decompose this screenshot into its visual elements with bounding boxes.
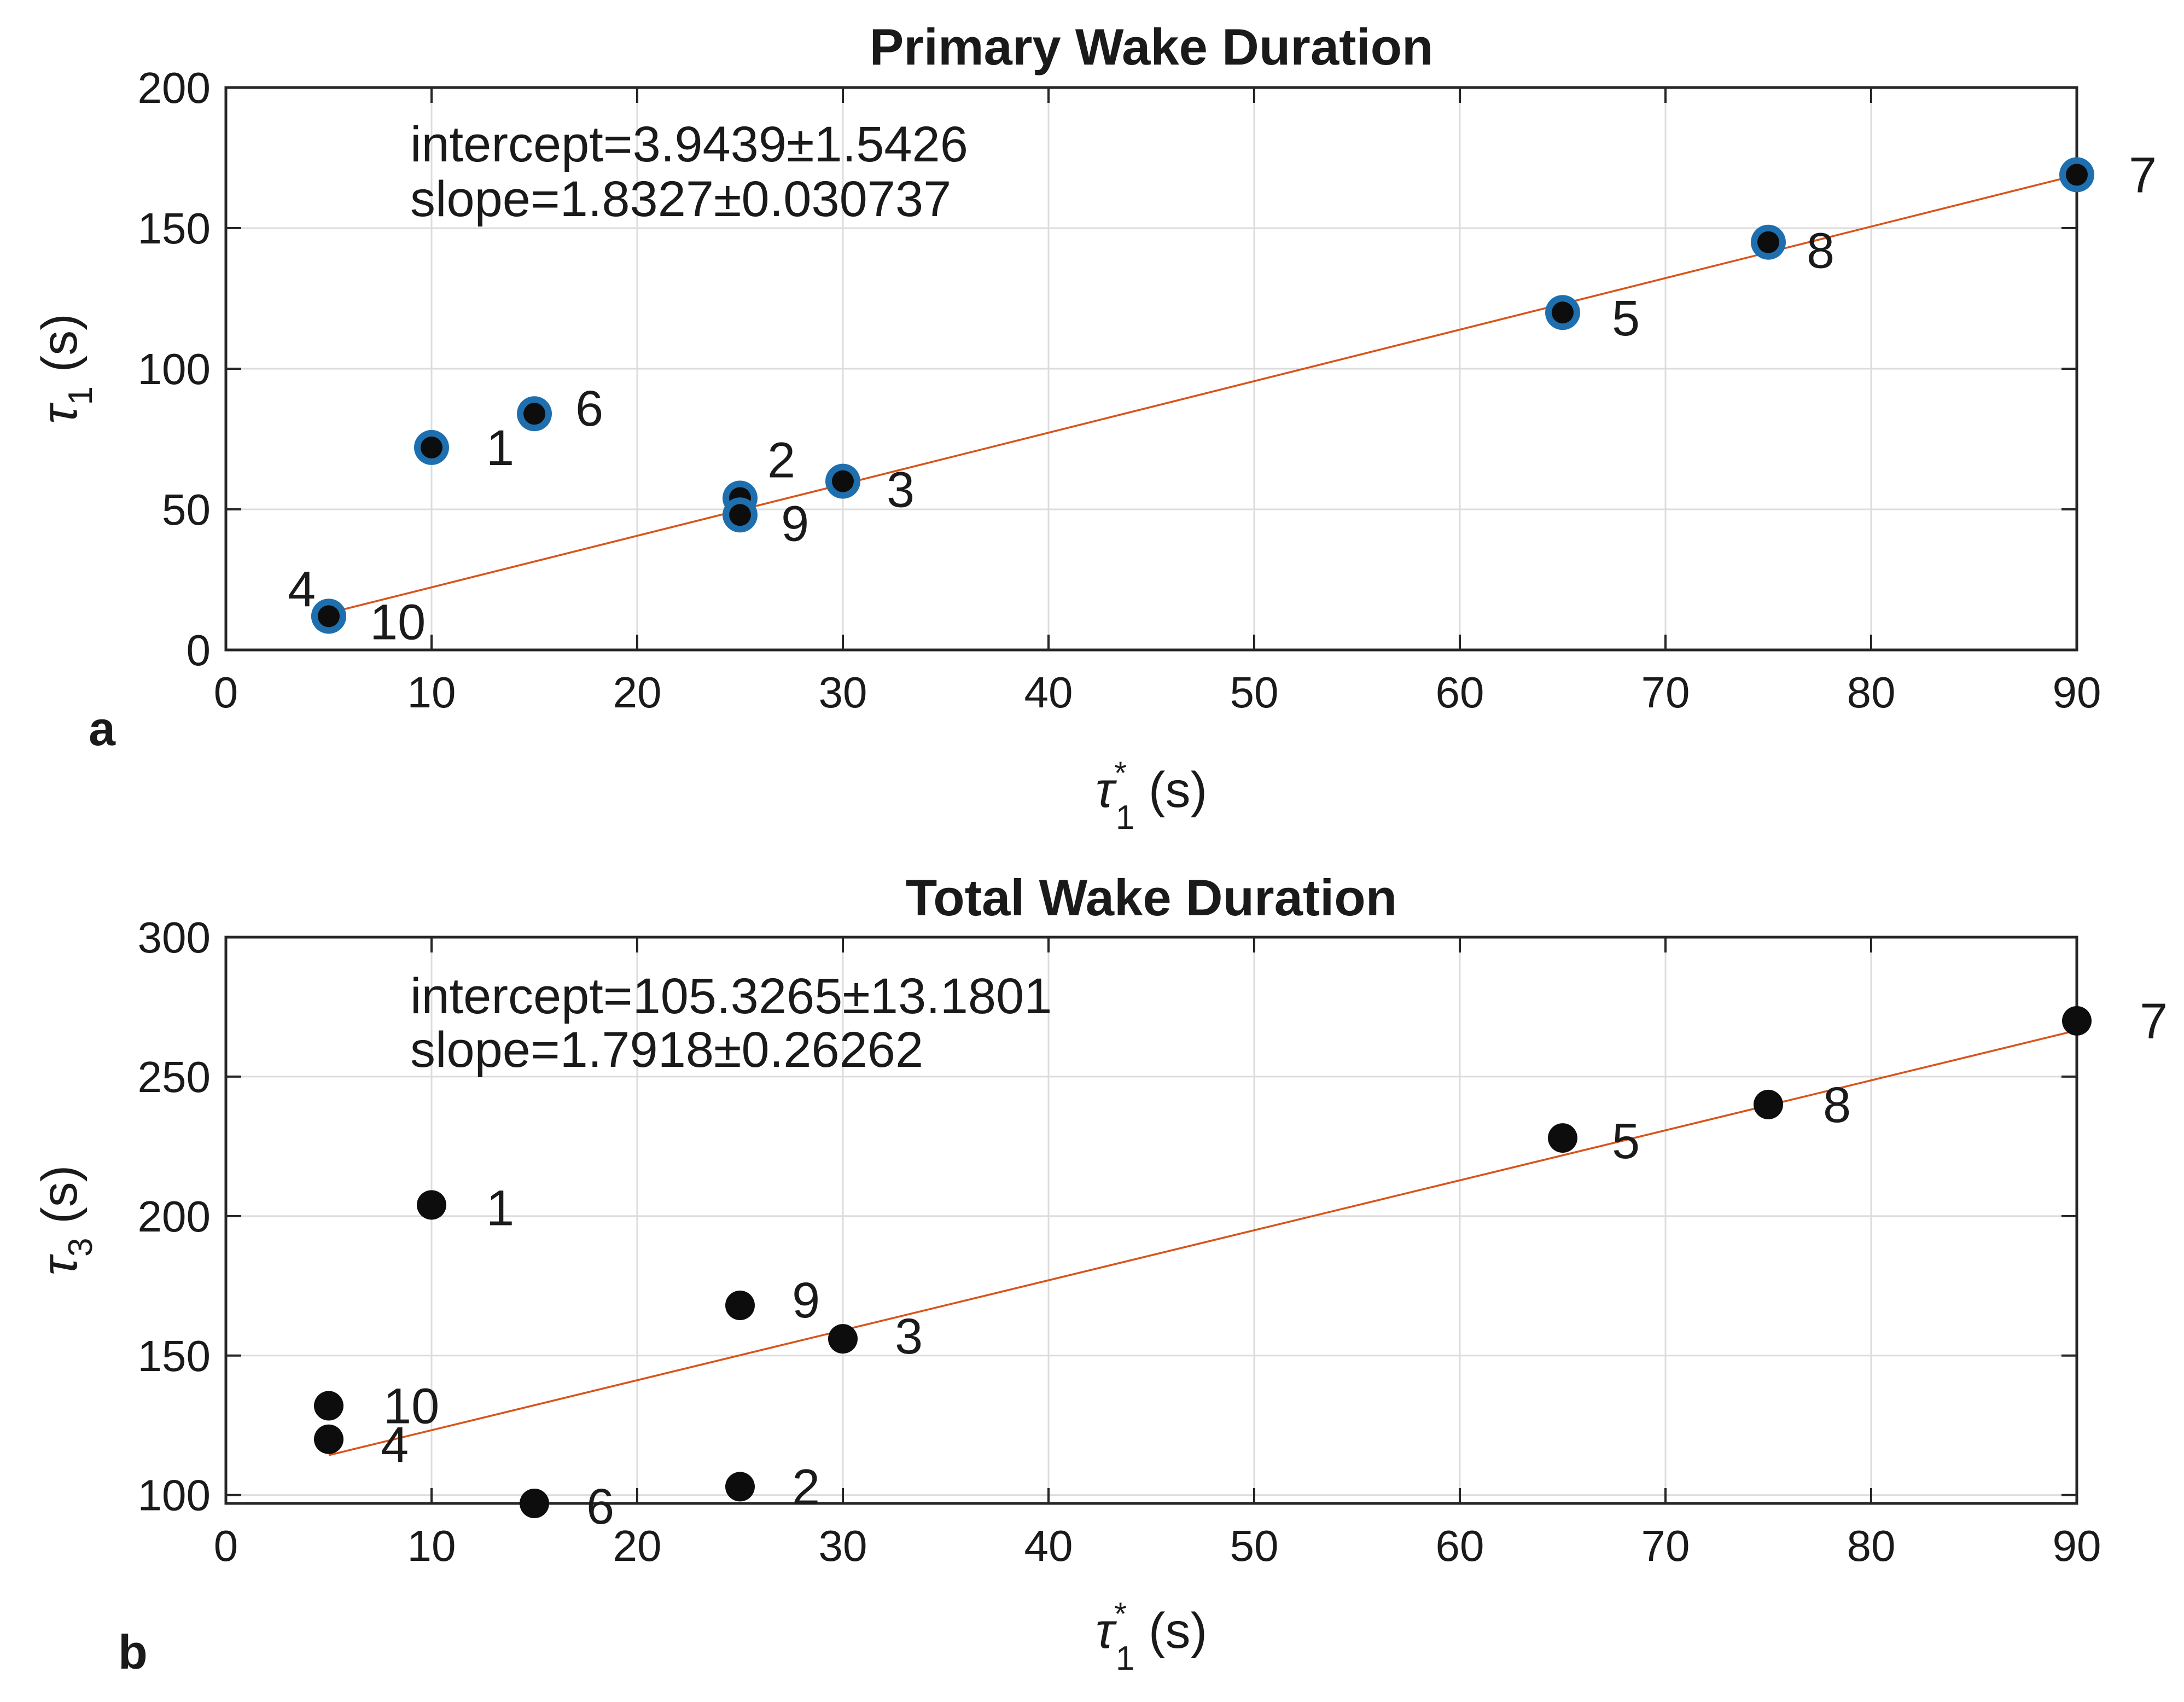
chart-title: Total Wake Duration xyxy=(906,869,1397,926)
panel-letter: a xyxy=(89,701,116,756)
y-tick-label: 250 xyxy=(138,1053,211,1101)
y-tick-label: 50 xyxy=(162,485,211,534)
point-label-2: 2 xyxy=(767,432,795,488)
x-tick-label: 80 xyxy=(1847,1521,1896,1570)
x-tick-label: 40 xyxy=(1024,668,1073,717)
data-point-8 xyxy=(1757,231,1779,253)
data-point-1 xyxy=(417,1190,446,1220)
x-tick-label: 0 xyxy=(214,1521,238,1570)
chart-title: Primary Wake Duration xyxy=(870,18,1434,75)
point-label-4: 4 xyxy=(381,1418,409,1473)
x-tick-label: 30 xyxy=(819,1521,867,1570)
panel-total-wake: 0 10 20 30 40 50 60 70 80 90 100 150 200 250 300 Total … xyxy=(32,869,2168,1679)
data-point-6 xyxy=(520,1489,549,1518)
plot-area xyxy=(226,937,2077,1503)
axes-frame xyxy=(224,936,2078,1505)
panel-letter: b xyxy=(118,1625,148,1679)
x-tick-label: 0 xyxy=(214,668,238,717)
point-label-5: 5 xyxy=(1612,291,1640,346)
fit-line xyxy=(328,174,2077,614)
data-point-7 xyxy=(2062,1006,2092,1036)
data-point-9 xyxy=(729,504,751,526)
y-tick-label: 150 xyxy=(138,1332,211,1380)
panel-primary-wake: 0 10 20 30 40 50 60 70 80 90 0 50 100 150 200 Primary W… xyxy=(32,18,2157,837)
x-tick-label: 90 xyxy=(2053,1521,2101,1570)
point-label-9: 9 xyxy=(792,1273,820,1328)
data-point-6 xyxy=(523,403,545,425)
y-tick-label: 200 xyxy=(138,1192,211,1241)
y-tick-label: 100 xyxy=(138,1471,211,1520)
x-tick-label: 60 xyxy=(1436,668,1484,717)
stats-annotation: intercept=3.9439±1.5426 xyxy=(410,117,968,172)
point-label-3: 3 xyxy=(895,1309,923,1364)
point-label-7: 7 xyxy=(2140,994,2168,1049)
stats-annotation: intercept=105.3265±13.1801 xyxy=(410,968,1052,1024)
data-point-8 xyxy=(1754,1089,1783,1119)
x-tick-label: 10 xyxy=(407,1521,456,1570)
y-tick-label: 100 xyxy=(138,345,211,393)
data-point-2 xyxy=(725,1472,755,1502)
x-tick-label: 50 xyxy=(1230,668,1279,717)
data-point-3 xyxy=(832,470,854,492)
y-tick-label: 0 xyxy=(187,626,211,675)
point-label-4: 4 xyxy=(288,561,316,617)
point-label-2: 2 xyxy=(792,1459,820,1515)
x-tick-label: 80 xyxy=(1847,668,1896,717)
point-label-5: 5 xyxy=(1612,1113,1640,1169)
data-point-4 xyxy=(314,1424,343,1454)
x-tick-label: 90 xyxy=(2053,668,2101,717)
point-label-8: 8 xyxy=(1807,223,1834,279)
y-axis-label: τ1 (s) xyxy=(32,313,100,424)
data-point-1 xyxy=(421,436,442,458)
data-point-5 xyxy=(1548,1123,1577,1153)
data-point-7 xyxy=(2066,164,2088,186)
point-label-6: 6 xyxy=(586,1479,614,1535)
point-label-10: 10 xyxy=(370,594,426,650)
point-label-6: 6 xyxy=(575,381,603,437)
point-label-9: 9 xyxy=(781,496,809,551)
data-point-10 xyxy=(314,1391,343,1421)
data-point-10 xyxy=(318,605,340,628)
x-axis-label: τ* 1 (s) xyxy=(1096,1596,1207,1677)
point-label-10: 10 xyxy=(383,1379,439,1434)
x-tick-label: 40 xyxy=(1024,1521,1073,1570)
point-label-8: 8 xyxy=(1823,1077,1851,1133)
fit-line xyxy=(328,1029,2077,1456)
y-tick-label: 200 xyxy=(138,63,211,112)
y-tick-label: 150 xyxy=(138,204,211,253)
x-tick-label: 70 xyxy=(1641,668,1690,717)
y-tick-label: 300 xyxy=(138,913,211,962)
point-label-7: 7 xyxy=(2129,147,2157,203)
x-tick-label: 30 xyxy=(819,668,867,717)
stats-annotation: slope=1.7918±0.26262 xyxy=(410,1022,923,1078)
x-axis-label: τ* 1 (s) xyxy=(1096,756,1207,837)
x-tick-label: 10 xyxy=(407,668,456,717)
x-tick-label: 20 xyxy=(613,668,662,717)
x-tick-label: 70 xyxy=(1641,1521,1690,1570)
point-label-1: 1 xyxy=(486,1180,514,1236)
data-point-3 xyxy=(828,1324,858,1354)
point-label-3: 3 xyxy=(887,462,915,518)
x-tick-label: 50 xyxy=(1230,1521,1279,1570)
stats-annotation: slope=1.8327±0.030737 xyxy=(410,171,951,227)
point-label-1: 1 xyxy=(486,420,514,476)
y-axis-label: τ3 (s) xyxy=(32,1165,100,1276)
x-tick-label: 60 xyxy=(1436,1521,1484,1570)
data-point-9 xyxy=(725,1291,755,1321)
data-point-5 xyxy=(1552,301,1574,324)
x-tick-label: 20 xyxy=(613,1521,662,1570)
